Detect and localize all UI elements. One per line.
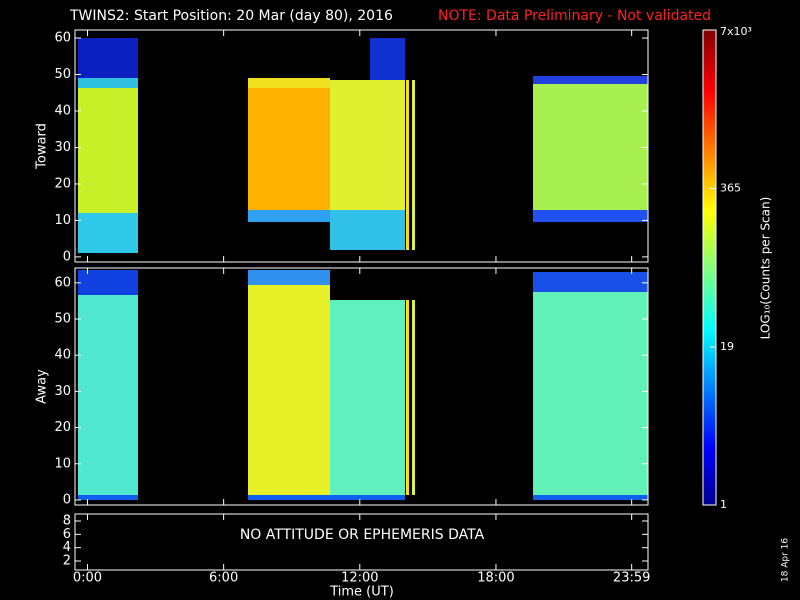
panel-frame [74,29,649,263]
heatmap-block [533,495,648,500]
x-tick-label: 12:00 [341,571,378,586]
y-tick-label: 60 [54,31,71,46]
heatmap-block [330,80,405,210]
y-tick-label: 10 [54,213,71,228]
heatmap-block [533,292,648,495]
y-tick-label: 2 [63,554,71,569]
y-tick-label: 50 [54,67,71,82]
heatmap-block [78,78,138,88]
date-stamp: 18 Apr 16 [781,538,791,582]
heatmap-block [248,88,330,210]
note: NOTE: Data Preliminary - Not validated [438,8,711,24]
y-tick-label: 6 [63,527,71,542]
y-tick-label: 40 [54,103,71,118]
heatmap [78,38,648,500]
colorbar-tick-label: 7x10³ [720,25,752,38]
colorbar-tick-label: 19 [720,340,734,353]
y-tick-label: 0 [63,249,71,264]
heatmap-block [330,210,405,250]
heatmap-block [248,495,405,500]
heatmap-block [248,270,330,285]
x-axis-label: Time (UT) [329,585,394,600]
panel-frame [74,267,649,506]
heatmap-block [533,210,648,222]
heatmap-block [78,270,138,295]
y-tick-label: 20 [54,420,71,435]
heatmap-block [78,38,138,78]
heatmap-block [248,78,330,88]
heatmap-block [406,300,409,495]
y-tick-label: 40 [54,348,71,363]
x-tick-label: 0:00 [73,571,102,586]
x-tick-label: 18:00 [477,571,514,586]
colorbar-tick-label: 1 [720,498,727,511]
y-tick-label: 50 [54,312,71,327]
title: TWINS2: Start Position: 20 Mar (day 80),… [69,8,393,24]
colorbar-label: LOG₁₀(Counts per Scan) [759,197,773,340]
y-tick-label: 30 [54,140,71,155]
heatmap-block [412,80,415,250]
y-tick-label: 4 [63,540,71,555]
colorbar-tick-label: 365 [720,181,741,194]
y-tick-label: 30 [54,384,71,399]
heatmap-block [78,88,138,213]
y-tick-label: 20 [54,176,71,191]
heatmap-block [248,285,330,495]
status-message: NO ATTITUDE OR EPHEMERIS DATA [240,527,485,543]
panel-frame [74,513,649,571]
y-tick-label: 8 [63,514,71,529]
y-axis-label: Toward [35,123,50,170]
y-axis-label: Away [35,369,50,404]
colorbar [702,29,717,506]
heatmap-block [533,76,648,84]
heatmap-block [412,300,415,495]
x-tick-label: 6:00 [209,571,238,586]
x-tick-label: 23:59 [613,571,650,586]
heatmap-block [78,495,138,500]
heatmap-block [78,295,138,495]
heatmap-block [406,80,409,250]
heatmap-block [533,272,648,292]
y-tick-label: 10 [54,456,71,471]
y-tick-label: 0 [63,492,71,507]
heatmap-block [330,300,405,495]
heatmap-block [370,38,405,80]
y-tick-label: 60 [54,275,71,290]
heatmap-block [248,210,330,222]
heatmap-block [533,84,648,210]
heatmap-block [78,213,138,253]
